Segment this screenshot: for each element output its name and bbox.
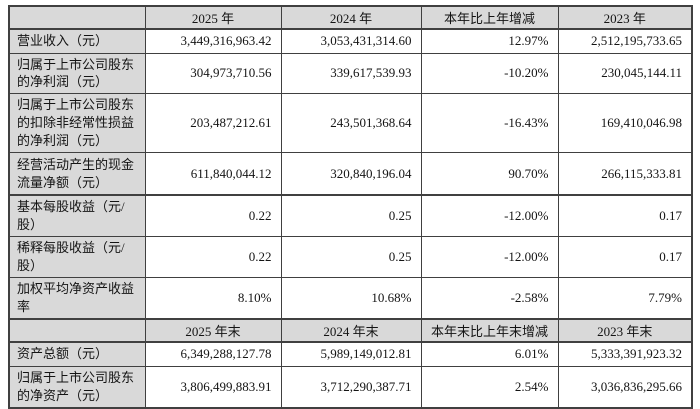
financial-summary-table-container: 2025 年 2024 年 本年比上年增减 2023 年 营业收入（元） 3,4… <box>8 5 693 409</box>
table-row-net-profit: 归属于上市公司股东的净利润（元） 304,973,710.56 339,617,… <box>8 52 693 95</box>
value-cell: 0.25 <box>280 235 422 278</box>
change-cell: -12.00% <box>420 193 559 237</box>
value-cell: 230,045,144.11 <box>557 52 693 95</box>
value-cell: 2,512,195,733.65 <box>557 28 693 54</box>
header-cell-end-yoy-change: 本年末比上年末增减 <box>420 317 559 342</box>
change-cell: -2.58% <box>420 276 559 320</box>
value-cell: 266,115,333.81 <box>557 152 693 196</box>
value-cell: 3,712,290,387.71 <box>280 365 422 409</box>
value-cell: 7.79% <box>557 276 693 320</box>
change-cell: 6.01% <box>420 340 559 367</box>
header-cell-2023-end: 2023 年末 <box>557 317 693 342</box>
value-cell: 3,053,431,314.60 <box>280 28 422 54</box>
value-cell: 0.25 <box>280 193 422 237</box>
header-cell-yoy-change: 本年比上年增减 <box>420 5 559 30</box>
value-cell: 3,449,316,963.42 <box>144 28 282 54</box>
value-cell: 5,333,391,923.32 <box>557 340 693 367</box>
change-cell: 2.54% <box>420 365 559 409</box>
header-cell-2025: 2025 年 <box>144 5 282 30</box>
header-cell-empty <box>8 5 146 30</box>
value-cell: 6,349,288,127.78 <box>144 340 282 367</box>
value-cell: 611,840,044.12 <box>144 152 282 196</box>
row-label: 经营活动产生的现金流量净额（元） <box>8 152 146 196</box>
header-cell-empty <box>8 317 146 342</box>
value-cell: 0.17 <box>557 235 693 278</box>
table-row-weighted-avg-roe: 加权平均净资产收益率 8.10% 10.68% -2.58% 7.79% <box>8 276 693 320</box>
row-label: 稀释每股收益（元/股） <box>8 235 146 278</box>
value-cell: 203,487,212.61 <box>144 93 282 154</box>
row-label: 归属于上市公司股东的净利润（元） <box>8 52 146 95</box>
header-cell-2023: 2023 年 <box>557 5 693 30</box>
value-cell: 10.68% <box>280 276 422 320</box>
change-cell: 12.97% <box>420 28 559 54</box>
value-cell: 0.22 <box>144 193 282 237</box>
change-cell: -12.00% <box>420 235 559 278</box>
value-cell: 3,036,836,295.66 <box>557 365 693 409</box>
header-row-period-end: 2025 年末 2024 年末 本年末比上年末增减 2023 年末 <box>8 317 693 342</box>
value-cell: 5,989,149,012.81 <box>280 340 422 367</box>
value-cell: 304,973,710.56 <box>144 52 282 95</box>
value-cell: 0.17 <box>557 193 693 237</box>
change-cell: 90.70% <box>420 152 559 196</box>
row-label: 归属于上市公司股东的净资产（元） <box>8 365 146 409</box>
value-cell: 339,617,539.93 <box>280 52 422 95</box>
change-cell: -10.20% <box>420 52 559 95</box>
row-label: 资产总额（元） <box>8 340 146 367</box>
table-row-diluted-eps: 稀释每股收益（元/股） 0.22 0.25 -12.00% 0.17 <box>8 235 693 278</box>
value-cell: 243,501,368.64 <box>280 93 422 154</box>
financial-summary-table: 2025 年 2024 年 本年比上年增减 2023 年 营业收入（元） 3,4… <box>8 5 693 409</box>
table-row-basic-eps: 基本每股收益（元/股） 0.22 0.25 -12.00% 0.17 <box>8 193 693 237</box>
table-row-operating-cash-flow: 经营活动产生的现金流量净额（元） 611,840,044.12 320,840,… <box>8 152 693 196</box>
header-cell-2024: 2024 年 <box>280 5 422 30</box>
row-label: 基本每股收益（元/股） <box>8 193 146 237</box>
header-cell-2024-end: 2024 年末 <box>280 317 422 342</box>
table-row-net-profit-excl-nonrecurring: 归属于上市公司股东的扣除非经常性损益的净利润（元） 203,487,212.61… <box>8 93 693 154</box>
header-cell-2025-end: 2025 年末 <box>144 317 282 342</box>
value-cell: 3,806,499,883.91 <box>144 365 282 409</box>
table-row-revenue: 营业收入（元） 3,449,316,963.42 3,053,431,314.6… <box>8 28 693 54</box>
row-label: 归属于上市公司股东的扣除非经常性损益的净利润（元） <box>8 93 146 154</box>
change-cell: -16.43% <box>420 93 559 154</box>
table-row-net-assets: 归属于上市公司股东的净资产（元） 3,806,499,883.91 3,712,… <box>8 365 693 409</box>
value-cell: 169,410,046.98 <box>557 93 693 154</box>
row-label: 营业收入（元） <box>8 28 146 54</box>
row-label: 加权平均净资产收益率 <box>8 276 146 320</box>
value-cell: 0.22 <box>144 235 282 278</box>
table-row-total-assets: 资产总额（元） 6,349,288,127.78 5,989,149,012.8… <box>8 340 693 367</box>
value-cell: 8.10% <box>144 276 282 320</box>
value-cell: 320,840,196.04 <box>280 152 422 196</box>
header-row-annual: 2025 年 2024 年 本年比上年增减 2023 年 <box>8 5 693 30</box>
